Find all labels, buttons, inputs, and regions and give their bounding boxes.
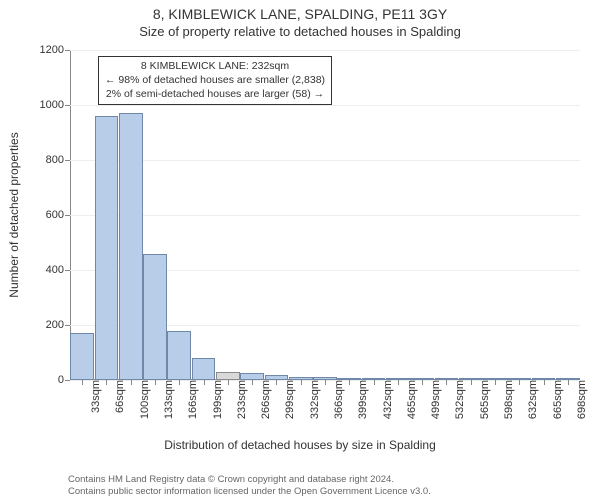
footer-line-1: Contains HM Land Registry data © Crown c…: [68, 474, 588, 486]
chart-container: { "title": "8, KIMBLEWICK LANE, SPALDING…: [0, 0, 600, 500]
y-axis-label: Number of detached properties: [7, 132, 21, 297]
x-tick-label: 299sqm: [280, 380, 296, 419]
x-tick-mark: [422, 380, 423, 385]
x-tick-label: 332sqm: [305, 380, 321, 419]
x-tick-mark: [82, 380, 83, 385]
x-tick-label: 499sqm: [426, 380, 442, 419]
bar: [95, 116, 119, 380]
annotation-box: 8 KIMBLEWICK LANE: 232sqm ← 98% of detac…: [98, 56, 332, 105]
annotation-line-3: 2% of semi-detached houses are larger (5…: [105, 87, 325, 101]
x-tick-mark: [325, 380, 326, 385]
x-tick-mark: [301, 380, 302, 385]
x-tick-label: 432sqm: [378, 380, 394, 419]
chart-title: 8, KIMBLEWICK LANE, SPALDING, PE11 3GY: [0, 0, 600, 22]
bar: [167, 331, 191, 381]
x-tick-label: 133sqm: [159, 380, 175, 419]
y-tick-label: 1000: [40, 99, 70, 111]
y-tick-label: 400: [46, 264, 70, 276]
x-tick-mark: [349, 380, 350, 385]
bar: [119, 113, 143, 380]
x-tick-label: 698sqm: [572, 380, 588, 419]
x-tick-label: 66sqm: [110, 380, 126, 413]
bar: [143, 254, 167, 381]
x-tick-label: 565sqm: [475, 380, 491, 419]
x-tick-mark: [471, 380, 472, 385]
y-tick-label: 200: [46, 319, 70, 331]
grid-line: [70, 50, 580, 51]
x-tick-mark: [544, 380, 545, 385]
annotation-line-1: 8 KIMBLEWICK LANE: 232sqm: [105, 59, 325, 73]
x-tick-mark: [155, 380, 156, 385]
bar-highlight: [216, 372, 240, 380]
x-tick-mark: [276, 380, 277, 385]
y-tick-label: 0: [58, 374, 70, 386]
x-tick-label: 366sqm: [329, 380, 345, 419]
bar: [192, 358, 216, 380]
y-tick-label: 600: [46, 209, 70, 221]
x-tick-mark: [374, 380, 375, 385]
x-tick-label: 465sqm: [402, 380, 418, 419]
bar: [70, 333, 94, 380]
annotation-line-2: ← 98% of detached houses are smaller (2,…: [105, 73, 325, 87]
x-tick-mark: [228, 380, 229, 385]
x-tick-label: 665sqm: [548, 380, 564, 419]
x-tick-mark: [398, 380, 399, 385]
grid-line: [70, 105, 580, 106]
x-tick-label: 598sqm: [499, 380, 515, 419]
x-tick-mark: [568, 380, 569, 385]
x-tick-label: 199sqm: [208, 380, 224, 419]
x-axis-label: Distribution of detached houses by size …: [0, 438, 600, 452]
x-tick-label: 399sqm: [353, 380, 369, 419]
x-tick-label: 266sqm: [256, 380, 272, 419]
x-tick-label: 233sqm: [232, 380, 248, 419]
x-tick-mark: [252, 380, 253, 385]
y-tick-label: 800: [46, 154, 70, 166]
grid-line: [70, 215, 580, 216]
x-tick-mark: [495, 380, 496, 385]
bar: [240, 373, 264, 380]
plot-area: 8 KIMBLEWICK LANE: 232sqm ← 98% of detac…: [70, 50, 580, 380]
x-tick-label: 532sqm: [450, 380, 466, 419]
x-tick-mark: [204, 380, 205, 385]
footer-line-2: Contains public sector information licen…: [68, 486, 588, 498]
y-tick-label: 1200: [40, 44, 70, 56]
grid-line: [70, 160, 580, 161]
x-tick-mark: [519, 380, 520, 385]
chart-subtitle: Size of property relative to detached ho…: [0, 22, 600, 39]
x-tick-label: 100sqm: [135, 380, 151, 419]
x-tick-label: 166sqm: [183, 380, 199, 419]
x-tick-mark: [106, 380, 107, 385]
x-tick-mark: [446, 380, 447, 385]
x-tick-mark: [131, 380, 132, 385]
x-tick-label: 33sqm: [86, 380, 102, 413]
x-tick-label: 632sqm: [523, 380, 539, 419]
footer: Contains HM Land Registry data © Crown c…: [68, 474, 588, 498]
x-tick-mark: [179, 380, 180, 385]
